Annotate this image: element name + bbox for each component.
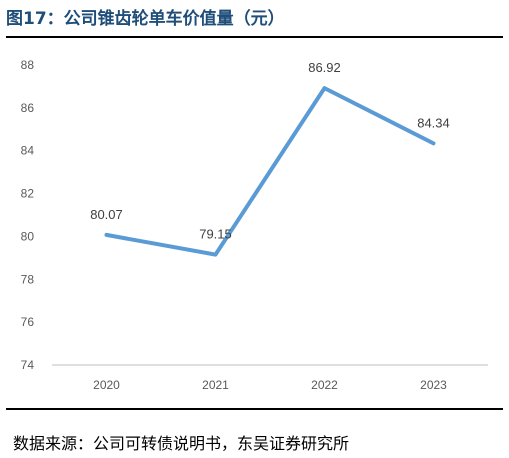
source-note: 数据来源：公司可转债说明书，东吴证券研究所 bbox=[13, 434, 350, 453]
x-axis-ticks: 2020 2021 2022 2023 bbox=[93, 378, 447, 392]
data-label: 80.07 bbox=[90, 207, 123, 222]
figure-title: 图17：公司锥齿轮单车价值量（元） bbox=[6, 9, 285, 29]
x-tick-label: 2021 bbox=[202, 378, 229, 392]
y-tick-label: 74 bbox=[21, 358, 35, 372]
x-tick-label: 2020 bbox=[93, 378, 120, 392]
series-line bbox=[104, 86, 436, 257]
data-labels: 80.07 79.15 86.92 84.34 bbox=[90, 60, 450, 242]
y-tick-label: 82 bbox=[21, 187, 35, 201]
y-tick-label: 76 bbox=[21, 315, 35, 329]
y-tick-label: 86 bbox=[21, 101, 35, 115]
y-tick-label: 88 bbox=[21, 58, 35, 72]
y-tick-label: 80 bbox=[21, 229, 35, 243]
data-label: 84.34 bbox=[417, 115, 450, 130]
y-tick-label: 84 bbox=[21, 144, 35, 158]
bottom-rule bbox=[6, 408, 503, 410]
data-label: 79.15 bbox=[199, 227, 232, 242]
x-tick-label: 2022 bbox=[311, 378, 338, 392]
top-rule bbox=[6, 36, 503, 38]
y-tick-label: 78 bbox=[21, 272, 35, 286]
data-label: 86.92 bbox=[308, 60, 341, 75]
x-tick-label: 2023 bbox=[420, 378, 447, 392]
y-axis-ticks: 74 76 78 80 82 84 86 88 bbox=[21, 58, 35, 372]
